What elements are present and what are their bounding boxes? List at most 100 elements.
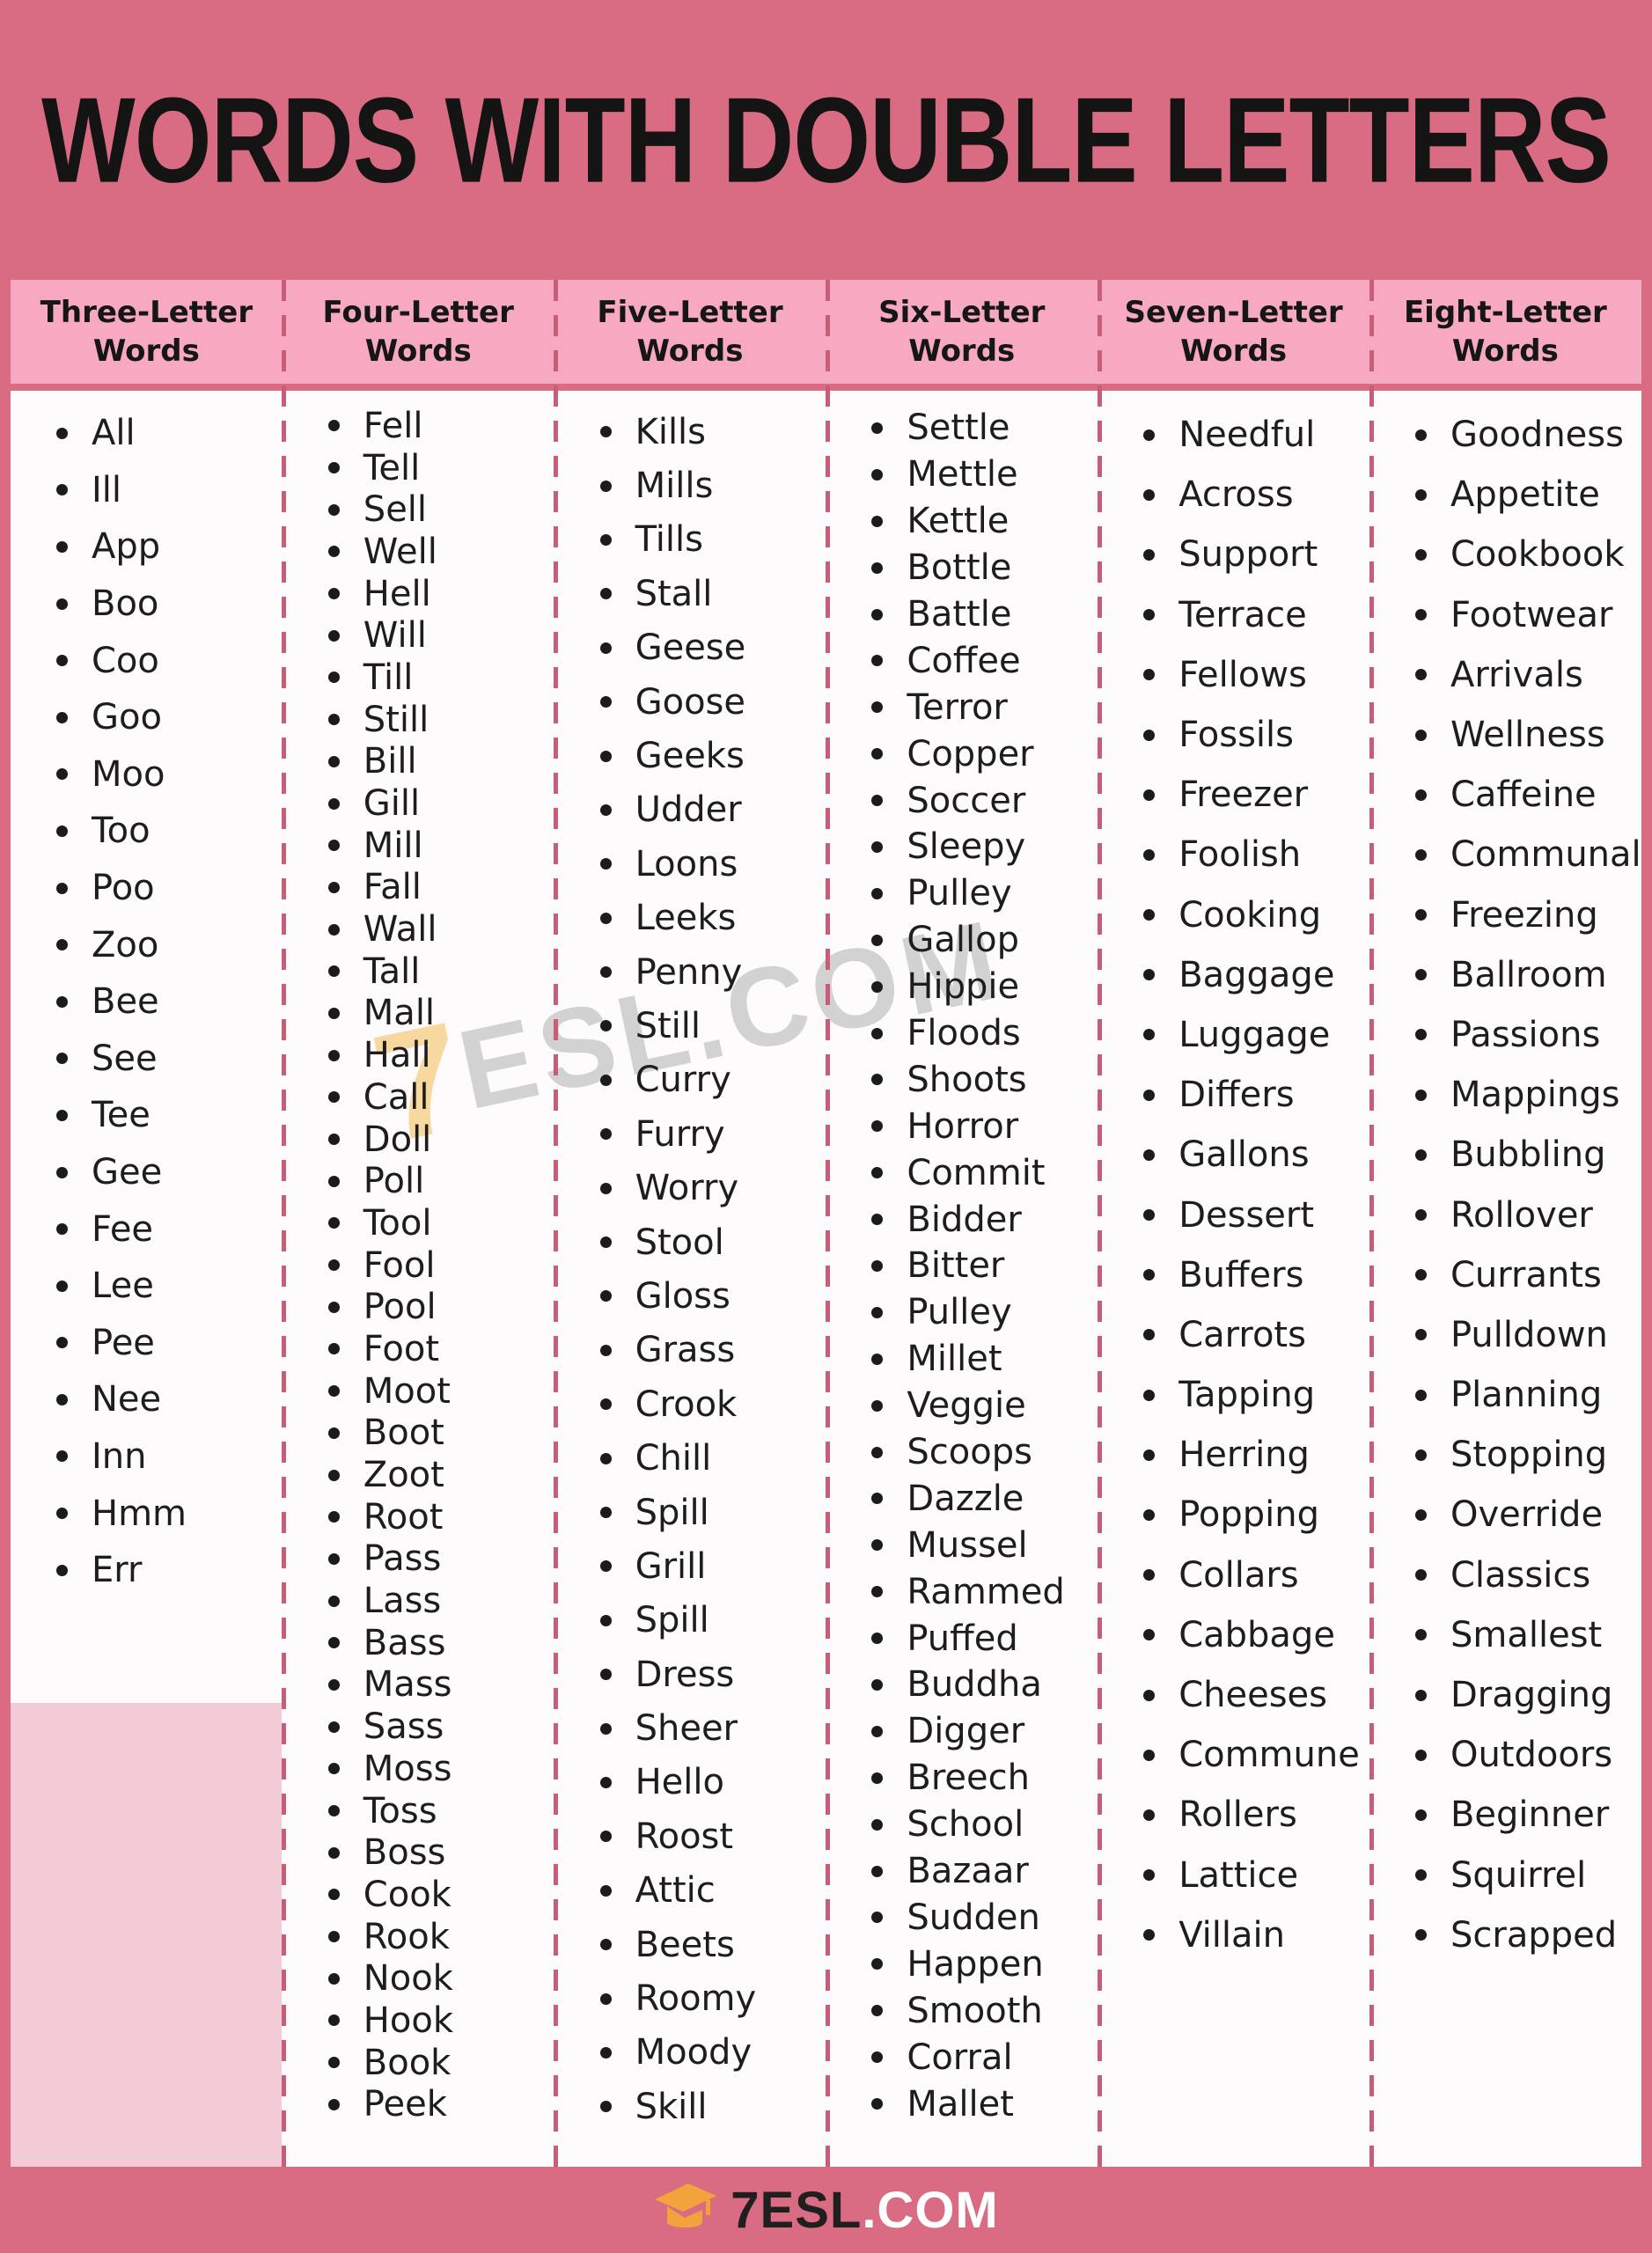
word-item: App (56, 518, 283, 576)
word-item: Roost (600, 1809, 826, 1863)
word-list-five-letter: Kills Mills Tills Stall Geese Goose Geeks Udder… (554, 391, 826, 2134)
word-item: Stall (600, 567, 826, 620)
word-item: Bill (328, 741, 554, 783)
word-item: Pulley (871, 1289, 1098, 1336)
word-item: Luggage (1143, 1005, 1369, 1065)
word-item: Squirrel (1415, 1846, 1641, 1905)
word-item: Battle (871, 591, 1098, 638)
word-item: Call (328, 1076, 554, 1119)
word-item: Commune (1143, 1725, 1369, 1785)
word-item: Book (328, 2042, 554, 2084)
word-item: Lattice (1143, 1846, 1369, 1905)
word-item: Tee (56, 1087, 283, 1144)
word-item: Mill (328, 825, 554, 867)
word-item: Fossils (1143, 705, 1369, 765)
word-item: Crook (600, 1377, 826, 1431)
word-item: Skill (600, 2080, 826, 2133)
word-item: Inn (56, 1428, 283, 1486)
word-item: Fee (56, 1200, 283, 1258)
word-item: Pass (328, 1538, 554, 1581)
word-item: Rook (328, 1916, 554, 1958)
word-item: Gill (328, 782, 554, 825)
word-item: Chill (600, 1431, 826, 1485)
graduation-cap-icon (655, 2183, 717, 2228)
brand-logo: 7ESL .COM (653, 2181, 999, 2240)
word-item: Udder (600, 783, 826, 837)
word-item: Villain (1143, 1905, 1369, 1965)
word-item: Zoo (56, 916, 283, 973)
column-separator (554, 280, 558, 2167)
word-item: Shoots (871, 1056, 1098, 1103)
word-item: Cabbage (1143, 1605, 1369, 1665)
word-item: Root (328, 1496, 554, 1538)
word-item: Lass (328, 1580, 554, 1622)
word-item: Zoot (328, 1454, 554, 1496)
word-item: Mallet (871, 2081, 1098, 2127)
word-item: Dress (600, 1648, 826, 1701)
word-item: Soccer (871, 777, 1098, 824)
column-separator (1369, 280, 1374, 2167)
word-item: Toss (328, 1790, 554, 1832)
word-item: Breech (871, 1755, 1098, 1802)
word-item: Mussel (871, 1522, 1098, 1568)
word-item: Well (328, 531, 554, 573)
column-header-four-letter: Four-Letter Words (322, 294, 514, 369)
word-item: Fool (328, 1244, 554, 1287)
word-item: Grass (600, 1324, 826, 1377)
word-item: Too (56, 803, 283, 860)
word-item: Foolish (1143, 825, 1369, 884)
word-item: Still (600, 999, 826, 1053)
word-item: Horror (871, 1103, 1098, 1149)
column-three-letter: All Ill App Boo Coo Goo Moo Too Poo Zoo Bee See Tee G… (11, 391, 283, 2167)
word-item: Peek (328, 2084, 554, 2126)
word-item: Settle (871, 405, 1098, 451)
word-item: Digger (871, 1708, 1098, 1755)
word-item: Pulldown (1415, 1305, 1641, 1365)
word-item: Fell (328, 405, 554, 447)
word-item: Rollover (1415, 1185, 1641, 1244)
word-item: Spill (600, 1594, 826, 1648)
word-item: Geese (600, 621, 826, 675)
word-item: Tills (600, 513, 826, 567)
word-item: Sheer (600, 1701, 826, 1755)
word-item: Ballroom (1415, 945, 1641, 1005)
word-item: Copper (871, 730, 1098, 777)
word-item: Pulley (871, 870, 1098, 917)
word-item: Bitter (871, 1243, 1098, 1289)
column-eight-letter: Goodness Appetite Cookbook Footwear Arrivals… (1369, 391, 1641, 2167)
word-item: Roomy (600, 1971, 826, 2025)
word-item: Millet (871, 1336, 1098, 1383)
word-item: Rammed (871, 1568, 1098, 1615)
word-item: Moot (328, 1370, 554, 1413)
word-item: Leeks (600, 892, 826, 945)
word-item: Caffeine (1415, 765, 1641, 825)
word-item: Beets (600, 1918, 826, 1971)
word-item: Floods (871, 1010, 1098, 1057)
word-item: Worry (600, 1161, 826, 1215)
word-item: Carrots (1143, 1305, 1369, 1365)
word-item: Currants (1415, 1245, 1641, 1305)
word-item: Arrivals (1415, 645, 1641, 705)
word-columns: All Ill App Boo Coo Goo Moo Too Poo Zoo Bee See Tee G… (11, 391, 1641, 2167)
word-item: Cookbook (1415, 525, 1641, 584)
word-item: Hook (328, 2000, 554, 2042)
column-header-six-letter: Six-Letter Words (878, 294, 1046, 369)
word-item: Gallons (1143, 1125, 1369, 1185)
column-four-letter: Fell Tell Sell Well Hell Will Till Still Bill Gil… (283, 391, 554, 2167)
word-item: Terror (871, 684, 1098, 730)
column-five-letter: Kills Mills Tills Stall Geese Goose Geeks Udder… (554, 391, 826, 2167)
word-item: Hmm (56, 1485, 283, 1542)
word-item: Moss (328, 1748, 554, 1790)
word-item: Outdoors (1415, 1725, 1641, 1785)
word-item: Freezer (1143, 765, 1369, 825)
word-item: Poo (56, 860, 283, 917)
column-header-seven-letter: Seven-Letter Words (1124, 294, 1343, 369)
word-item: School (871, 1802, 1098, 1848)
word-list-eight-letter: Goodness Appetite Cookbook Footwear Arrivals… (1369, 391, 1641, 1965)
word-item: Kills (600, 405, 826, 459)
word-item: Dragging (1415, 1665, 1641, 1725)
word-item: Coo (56, 632, 283, 689)
word-item: Cheeses (1143, 1665, 1369, 1725)
word-item: Fall (328, 867, 554, 909)
word-item: Lee (56, 1258, 283, 1315)
